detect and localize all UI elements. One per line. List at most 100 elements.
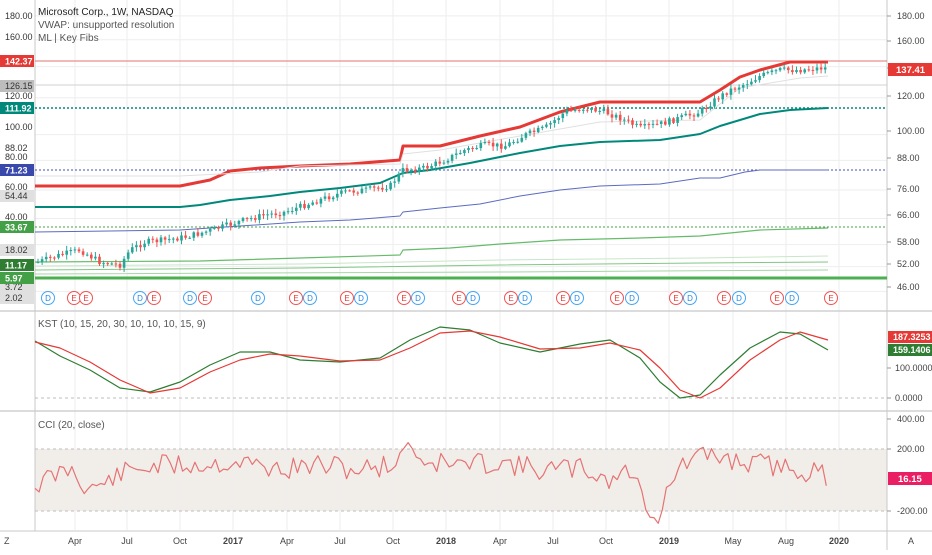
time-tick-label: May — [724, 536, 742, 546]
kst-tick-label: 100.0000 — [895, 363, 932, 373]
dividend-circle — [625, 291, 639, 305]
candle-body — [57, 253, 60, 258]
earnings-circle — [556, 291, 570, 305]
left-badge-light — [0, 190, 34, 202]
dividend-circle — [785, 291, 799, 305]
candle-body — [40, 259, 44, 262]
candle-body — [479, 143, 483, 149]
candle-body — [303, 203, 306, 209]
kst-badge-green — [888, 344, 932, 356]
chart-legend: Microsoft Corp., 1W, NASDAQ VWAP: unsupp… — [38, 6, 174, 45]
left-scale-label: 160.00 — [5, 32, 33, 42]
symbol-title[interactable]: Microsoft Corp., 1W, NASDAQ — [38, 7, 174, 18]
candle-body — [487, 142, 491, 144]
kst-badge-red — [888, 331, 932, 343]
candle-body — [167, 239, 171, 241]
candle-body — [389, 182, 392, 190]
earnings-circle — [147, 291, 161, 305]
candle-body — [180, 235, 183, 241]
earnings-marker: E — [147, 291, 161, 305]
dividend-marker: D — [251, 291, 265, 305]
time-tick-label: Apr — [493, 536, 507, 546]
left-level-badge-label: 142.37 — [5, 57, 33, 67]
candle-body — [213, 227, 216, 229]
candle-body — [163, 237, 167, 240]
candle-body — [467, 147, 470, 151]
left-scale-label: 18.02 — [5, 245, 28, 255]
left-scale-label: 100.00 — [5, 122, 33, 132]
candle-body — [655, 123, 659, 125]
time-tick-label: 2019 — [659, 536, 679, 546]
candle-body — [368, 186, 372, 188]
candle-body — [377, 187, 380, 189]
last-price-label: 137.41 — [896, 65, 926, 76]
left-scale-label: 120.00 — [5, 91, 33, 101]
candle-body — [192, 232, 196, 238]
time-tick-label: 2020 — [829, 536, 849, 546]
cci-line — [34, 442, 827, 524]
time-tick-label: 2017 — [223, 536, 243, 546]
candle-body — [221, 224, 224, 229]
left-scale-label: 180.00 — [5, 11, 33, 21]
candle-body — [331, 197, 335, 200]
candle-body — [459, 153, 462, 155]
candle-body — [290, 210, 294, 212]
earnings-circle — [452, 291, 466, 305]
earnings-marker: E — [669, 291, 683, 305]
earnings-letter: E — [560, 294, 565, 303]
candle-body — [565, 110, 569, 114]
price-tick-label: 160.00 — [897, 36, 925, 46]
candle-body — [561, 113, 565, 119]
time-tick-label: Jul — [121, 536, 133, 546]
vwap-legend[interactable]: VWAP: unsupported resolution — [38, 20, 175, 31]
candle-body — [758, 76, 761, 81]
time-tick-label: Oct — [173, 536, 188, 546]
left-scale-label: 80.00 — [5, 152, 28, 162]
candle-body — [721, 93, 724, 100]
grid-lines — [35, 0, 887, 530]
candle-body — [819, 67, 823, 70]
candle-body — [705, 108, 708, 110]
fibs-legend[interactable]: ML | Key Fibs — [38, 33, 99, 44]
cci-badge — [888, 472, 932, 485]
candle-body — [586, 109, 589, 111]
candle-body — [364, 187, 368, 189]
candle-body — [413, 169, 417, 172]
kst-legend[interactable]: KST (10, 15, 20, 30, 10, 10, 10, 15, 9) — [38, 319, 206, 330]
candle-body — [53, 257, 56, 259]
dividend-circle — [411, 291, 425, 305]
candle-body — [393, 181, 396, 183]
candle-body — [500, 143, 503, 149]
candle-body — [233, 224, 237, 226]
candle-body — [614, 114, 618, 118]
candle-body — [418, 167, 421, 172]
candle-body — [750, 81, 753, 85]
candle-body — [516, 141, 519, 143]
earnings-circle — [397, 291, 411, 305]
candle-body — [811, 69, 815, 71]
earnings-marker: E — [397, 291, 411, 305]
earnings-circle — [79, 291, 93, 305]
earnings-circle — [717, 291, 731, 305]
candle-body — [725, 93, 729, 95]
cci-badge-label: 16.15 — [898, 474, 922, 485]
time-tick-label: 2018 — [436, 536, 456, 546]
left-level-badge — [0, 55, 34, 67]
cci-legend[interactable]: CCI (20, close) — [38, 420, 105, 431]
auto-scale-toggle: A — [908, 536, 914, 546]
candle-body — [573, 109, 577, 111]
candle-body — [397, 173, 401, 182]
earnings-letter: E — [151, 294, 156, 303]
candle-body — [635, 123, 638, 125]
candle-body — [491, 142, 495, 147]
kst-badge-red-label: 187.3253 — [893, 332, 931, 342]
candle-body — [787, 67, 790, 71]
candle-body — [295, 207, 298, 211]
candle-body — [590, 108, 593, 111]
candle-body — [495, 143, 499, 147]
candle-body — [782, 67, 786, 69]
left-level-badge — [0, 102, 34, 114]
candle-body — [651, 123, 655, 125]
candle-body — [627, 119, 630, 121]
